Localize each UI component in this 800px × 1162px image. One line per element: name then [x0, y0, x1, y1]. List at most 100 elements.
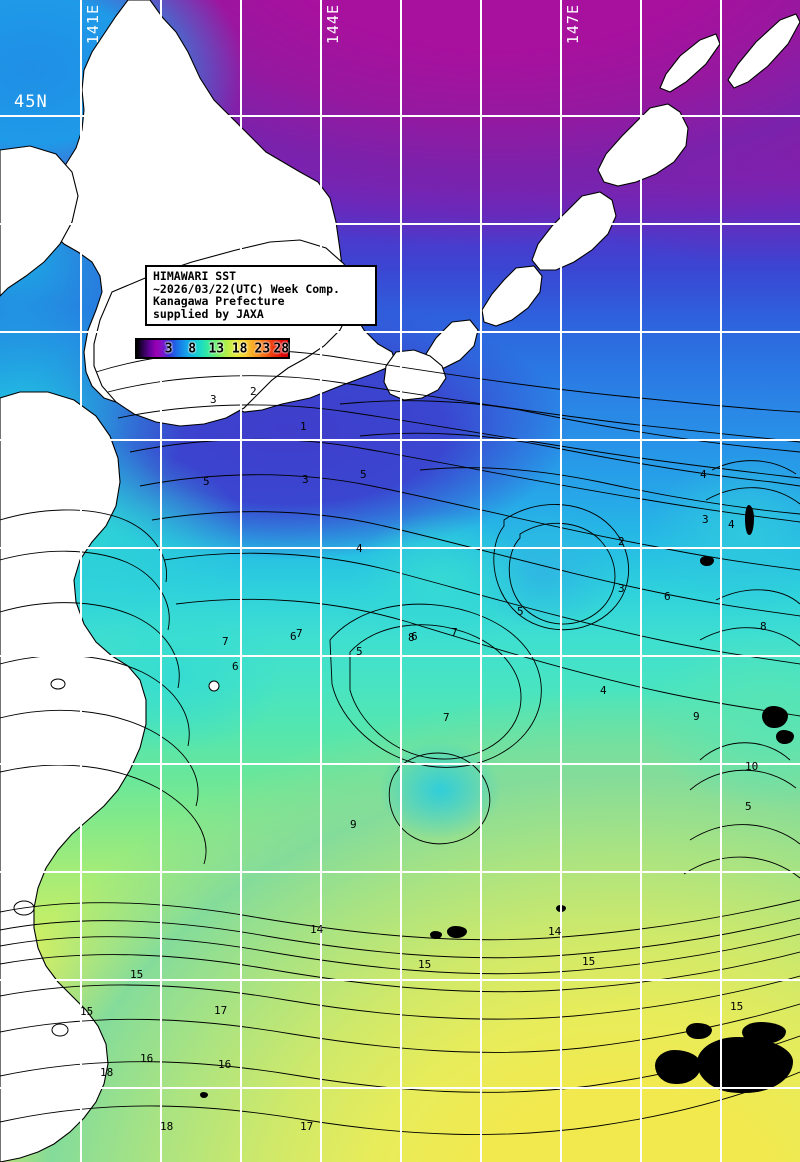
contour-line — [0, 1003, 800, 1053]
contour-line — [0, 951, 800, 993]
contour-line — [339, 400, 800, 453]
contour-label: 7 — [451, 626, 458, 639]
contour-label: 8 — [408, 631, 415, 644]
cloud-mask-blob — [776, 730, 794, 744]
contour-label: 6 — [290, 630, 297, 643]
contour-line — [139, 474, 800, 571]
contour-label: 4 — [728, 518, 735, 531]
land-islet — [208, 680, 220, 692]
land-kuril-3 — [597, 103, 689, 187]
colorbar-tick-23: 23 — [254, 341, 271, 356]
contour-label: 7 — [296, 627, 303, 640]
contour-label: 18 — [160, 1120, 173, 1133]
contour-line — [705, 487, 800, 505]
info-line-supplier: supplied by JAXA — [153, 306, 264, 321]
contour-line — [388, 752, 491, 845]
land-kuril-2 — [659, 33, 721, 93]
latitude-label-45n: 45N — [14, 92, 48, 112]
contour-label: 5 — [356, 645, 363, 658]
gridline-horizontal — [0, 763, 800, 765]
contour-label: 14 — [548, 925, 562, 938]
gridline-vertical — [400, 0, 402, 1162]
colorbar-tick-28: 28 — [273, 341, 290, 356]
contour-label: 15 — [418, 958, 431, 971]
gridline-horizontal — [0, 115, 800, 117]
contour-label: 15 — [80, 1005, 93, 1018]
cloud-mask-blob — [200, 1092, 208, 1098]
contour-line — [0, 602, 180, 689]
contour-label: 8 — [760, 620, 767, 633]
contour-line — [0, 933, 800, 975]
gridline-horizontal — [0, 655, 800, 657]
info-line-title: HIMAWARI SST — [153, 269, 237, 283]
contour-line — [175, 598, 800, 717]
contour-label: 6 — [411, 630, 418, 643]
gridline-vertical — [720, 0, 722, 1162]
gridline-horizontal — [0, 979, 800, 981]
contour-label: 4 — [356, 542, 363, 555]
contour-label: 5 — [203, 475, 210, 488]
contour-label: 6 — [232, 660, 239, 673]
colorbar-gradient — [137, 340, 288, 357]
contour-label: 3 — [210, 393, 217, 406]
land-kuril-4 — [531, 191, 617, 271]
contour-label: 15 — [130, 968, 143, 981]
colorbar-tick-13: 13 — [208, 341, 225, 356]
gridline-vertical — [640, 0, 642, 1162]
contour-label: 5 — [360, 468, 367, 481]
contour-line — [0, 709, 199, 807]
contour-line — [508, 522, 616, 625]
contour-label: 7 — [443, 711, 450, 724]
contour-line — [689, 769, 797, 791]
gridline-vertical — [240, 0, 242, 1162]
contour-line — [0, 550, 170, 631]
contour-line — [689, 824, 800, 845]
contour-line — [0, 509, 167, 583]
contour-label: 5 — [745, 800, 752, 813]
gridline-vertical — [480, 0, 482, 1162]
contour-line — [0, 764, 207, 865]
gridline-horizontal — [0, 331, 800, 333]
cloud-mask-blob — [697, 1037, 793, 1093]
contour-label: 4 — [600, 684, 607, 697]
cloud-mask-blob — [700, 556, 714, 566]
cloud-mask-blob — [430, 931, 442, 939]
contour-line — [349, 624, 522, 760]
contour-line — [359, 432, 800, 487]
contour-line — [699, 627, 800, 647]
contour-label: 17 — [300, 1120, 313, 1133]
contour-line — [493, 504, 630, 631]
colorbar-tick-8: 8 — [188, 341, 197, 356]
gridline-vertical — [160, 0, 162, 1162]
contour-label: 7 — [222, 635, 229, 648]
contour-label: 15 — [582, 955, 595, 968]
contour-label: 16 — [140, 1052, 153, 1065]
land-kunashir — [383, 349, 447, 401]
contour-label: 15 — [730, 1000, 743, 1013]
contour-line — [0, 899, 800, 941]
info-line-date: ~2026/03/22(UTC) Week Comp. — [153, 281, 340, 296]
contour-line — [699, 742, 791, 761]
gridline-horizontal — [0, 547, 800, 549]
contour-label: 10 — [745, 760, 758, 773]
contour-line — [0, 1071, 800, 1135]
contour-label: 16 — [218, 1058, 231, 1071]
contour-label: 3 — [618, 582, 625, 595]
gridline-vertical — [560, 0, 562, 1162]
land-islet — [50, 678, 66, 690]
gridline-horizontal — [0, 439, 800, 441]
contour-label: 2 — [250, 385, 257, 398]
colorbar-tick-18: 18 — [231, 341, 248, 356]
land-kuril-5 — [481, 265, 543, 327]
contour-label: 17 — [214, 1004, 227, 1017]
contour-line — [0, 917, 800, 959]
gridline-horizontal — [0, 1087, 800, 1089]
contour-line — [329, 603, 542, 768]
contour-line — [683, 856, 800, 879]
land-honshu-north — [0, 391, 147, 1162]
contour-line — [107, 375, 800, 443]
contour-line — [419, 467, 800, 515]
contour-label: 14 — [310, 923, 324, 936]
land-hokkaido — [0, 145, 79, 297]
